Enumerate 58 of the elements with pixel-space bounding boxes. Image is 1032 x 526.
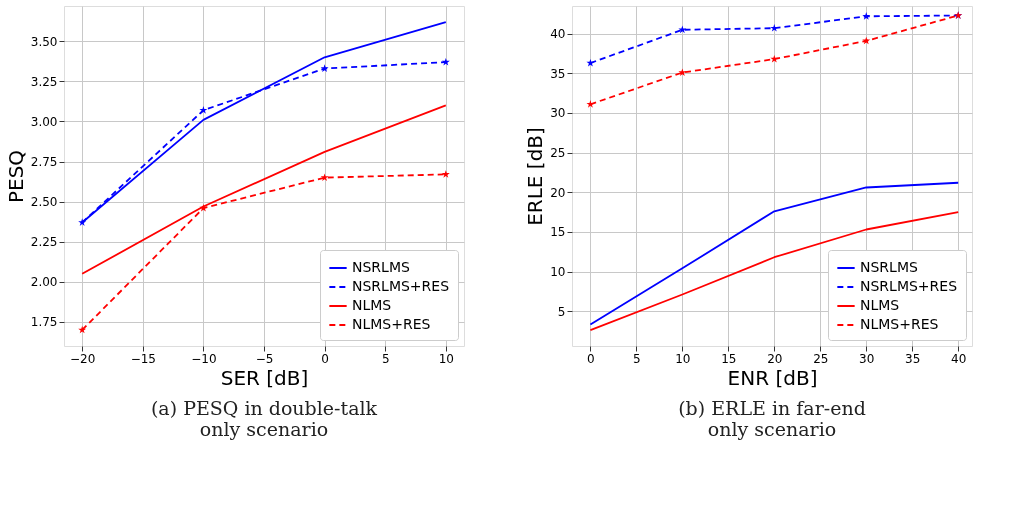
point — [78, 325, 87, 334]
x-tick-label: 10 — [438, 351, 454, 366]
y-tick-label: 30 — [550, 106, 566, 121]
point — [678, 25, 687, 34]
x-tick-label: 25 — [813, 351, 829, 366]
point — [320, 173, 329, 181]
legend-label: NSRLMS+RES — [860, 278, 958, 294]
x-tick-label: 0 — [587, 351, 595, 366]
y-tick-label: 20 — [550, 185, 566, 200]
y-tick-label: 40 — [550, 27, 566, 42]
legend-label: NLMS+RES — [860, 316, 939, 332]
x-axis-title: ENR [dB] — [727, 365, 818, 390]
x-tick-label: 30 — [859, 351, 875, 366]
x-axis-title: SER [dB] — [220, 365, 309, 390]
legend-label: NSRLMS+RES — [352, 278, 450, 294]
x-tick-label: 40 — [951, 351, 967, 366]
point — [320, 64, 329, 72]
x-tick-label: 5 — [381, 351, 390, 366]
legend-label: NLMS — [860, 297, 900, 313]
legend-label: NLMS — [352, 297, 392, 313]
y-tick-label: 1.75 — [30, 315, 58, 330]
y-tick-label: 35 — [550, 66, 566, 81]
y-tick-label: 10 — [550, 265, 566, 279]
legend-label: NLMS+RES — [352, 316, 431, 332]
y-tick-label: 2.50 — [30, 195, 58, 210]
point — [770, 54, 779, 63]
x-tick-label: −15 — [130, 351, 156, 366]
x-tick-label: −10 — [191, 351, 217, 366]
y-tick-label: 3.50 — [30, 34, 58, 49]
y-tick-label: 5 — [557, 304, 566, 319]
point — [678, 68, 687, 76]
y-tick-label: 2.25 — [30, 235, 58, 250]
text: (b) ERLE in far-end only scenario — [678, 397, 866, 440]
y-tick-label: 2.75 — [30, 155, 58, 170]
y-axis-title: ERLE [dB] — [523, 127, 548, 226]
y-tick-label: 2.00 — [30, 275, 58, 290]
x-tick-label: −20 — [70, 351, 96, 366]
x-tick-label: 10 — [675, 351, 691, 366]
text: (a) PESQ in double-talk only scenario — [150, 397, 378, 440]
y-tick-label: 3.00 — [30, 114, 58, 129]
x-tick-label: 35 — [905, 351, 921, 366]
y-tick-label: 25 — [550, 146, 566, 161]
x-tick-label: 15 — [721, 351, 737, 366]
x-tick-label: 0 — [321, 351, 329, 366]
y-tick-label: 15 — [550, 225, 566, 240]
x-tick-label: 20 — [767, 351, 783, 366]
point — [441, 57, 450, 66]
y-axis-title: PESQ — [3, 149, 28, 204]
x-tick-label: −5 — [255, 351, 274, 366]
line-series — [589, 211, 960, 332]
point — [862, 12, 871, 20]
point — [441, 170, 450, 178]
legend-label: NSRLMS — [860, 259, 918, 275]
legend-label: NSRLMS — [352, 259, 410, 275]
point — [78, 218, 87, 226]
x-tick-label: 5 — [633, 351, 641, 366]
y-tick-label: 3.25 — [30, 74, 58, 89]
point — [199, 106, 208, 114]
